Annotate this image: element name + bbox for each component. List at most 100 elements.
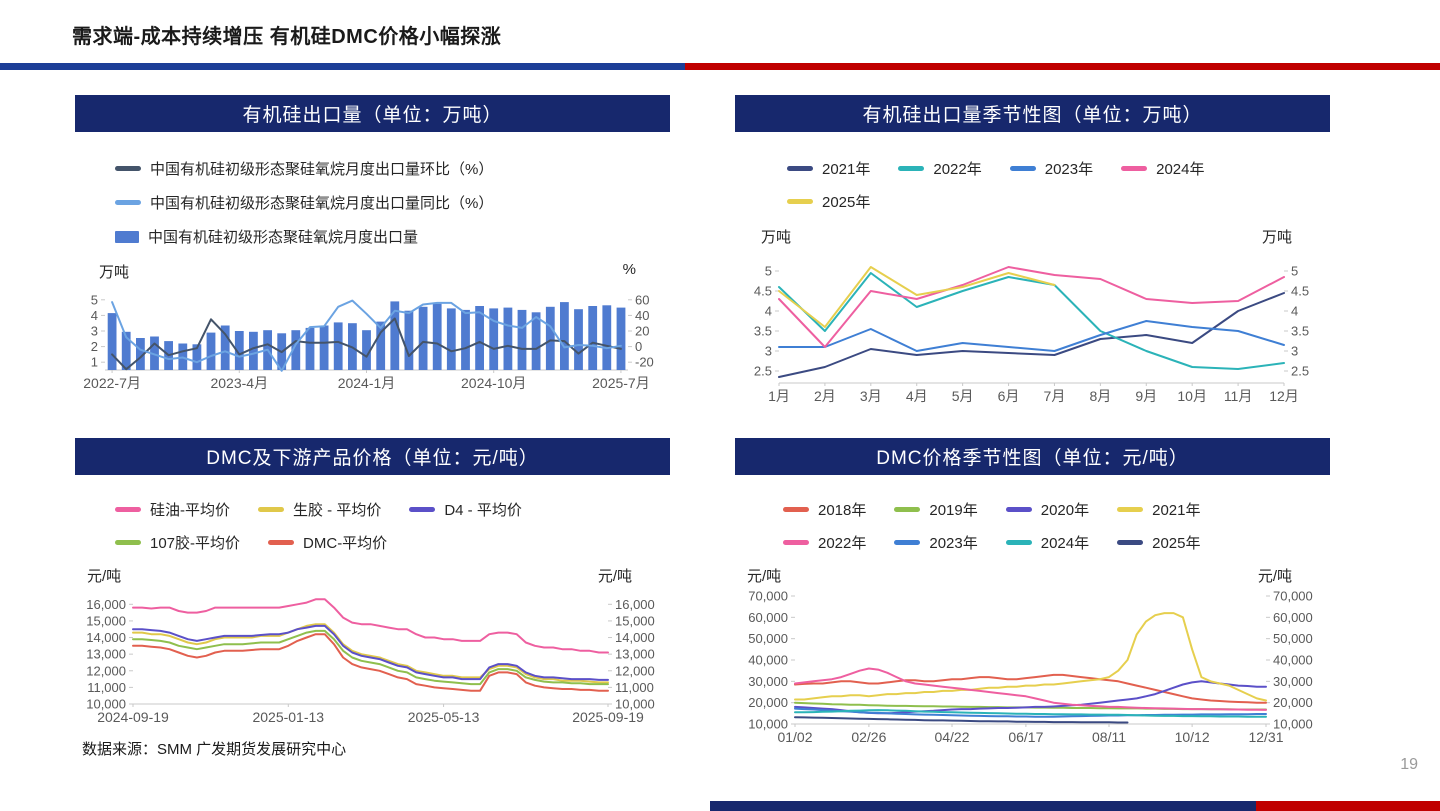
unit-label-left: 元/吨	[87, 568, 122, 585]
legend-label: 中国有机硅初级形态聚硅氧烷月度出口量	[148, 229, 419, 246]
svg-text:4: 4	[91, 308, 98, 323]
line-swatch	[1005, 507, 1032, 512]
unit-label-right: %	[622, 261, 636, 278]
line-swatch	[115, 507, 141, 512]
svg-text:2023-4月: 2023-4月	[210, 375, 268, 391]
legend-item: 中国有机硅初级形态聚硅氧烷月度出口量同比（%）	[115, 192, 670, 213]
svg-text:4.5: 4.5	[754, 284, 772, 299]
svg-text:2.5: 2.5	[1291, 364, 1309, 379]
svg-text:12月: 12月	[1269, 388, 1299, 404]
dmc-seasonality-chart: 10,000 20,000 30,000 40,000 50,000 60,000 70,0…	[748, 590, 1313, 745]
line-swatch	[894, 507, 921, 512]
legend-label: D4 - 平均价	[444, 502, 522, 519]
legend-item: 107胶-平均价	[115, 532, 240, 553]
panel-header: 有机硅出口量（单位：万吨）	[75, 95, 670, 132]
svg-text:13,000: 13,000	[615, 647, 655, 662]
unit-label-right: 元/吨	[1257, 568, 1292, 585]
svg-text:1月: 1月	[768, 388, 790, 404]
svg-text:4: 4	[1291, 304, 1298, 319]
svg-text:40,000: 40,000	[748, 653, 788, 668]
legend-item: 2022年	[783, 532, 866, 553]
panel-export-seasonality: 有机硅出口量季节性图（单位：万吨） 2021年 2022年 2023年 2024年 20…	[735, 95, 1330, 409]
title-divider-blue	[0, 63, 685, 70]
line-swatch	[115, 166, 141, 171]
unit-label-right: 元/吨	[597, 568, 632, 585]
page-number: 19	[1400, 756, 1418, 773]
panel-title: DMC及下游产品价格（单位：元/吨）	[206, 448, 539, 469]
legend-label: 2020年	[1040, 502, 1090, 519]
svg-text:2: 2	[91, 339, 98, 354]
legend-item: 2019年	[894, 499, 978, 520]
svg-text:2月: 2月	[814, 388, 836, 404]
line-swatch	[268, 540, 295, 545]
legend-item: 生胶 - 平均价	[258, 499, 381, 520]
legend-label: 2019年	[929, 502, 978, 519]
svg-text:3: 3	[91, 324, 98, 339]
legend-item: 2023年	[1009, 158, 1094, 179]
line-swatch	[1009, 166, 1036, 171]
svg-text:1: 1	[91, 355, 98, 370]
svg-text:15,000: 15,000	[615, 613, 655, 628]
line-swatch	[787, 166, 813, 171]
export-seasonality-chart: 2.5 3 3.5 4 4.5 5 2.5 3 3.5 4 4.5 5 1月 2月 3月 4月 5月 6月 7月 8月…	[754, 264, 1309, 405]
panel-header: DMC及下游产品价格（单位：元/吨）	[75, 438, 670, 475]
axis-units: 万吨 %	[99, 261, 636, 282]
panel-title: 有机硅出口量（单位：万吨）	[242, 105, 503, 126]
axis-units: 万吨 万吨	[761, 226, 1292, 247]
svg-text:2022-7月: 2022-7月	[83, 375, 141, 391]
svg-text:50,000: 50,000	[1273, 631, 1313, 646]
dmc-seasonality-legend: 2018年 2019年 2020年 2021年 2022年 2023年 2024年 2025年	[783, 499, 1303, 553]
legend-label: 2023年	[1044, 161, 1094, 178]
svg-text:2025-05-13: 2025-05-13	[408, 709, 480, 725]
svg-text:13,000: 13,000	[86, 647, 126, 662]
panel-title: DMC价格季节性图（单位：元/吨）	[876, 448, 1189, 469]
panel-dmc-prices: DMC及下游产品价格（单位：元/吨） 硅油-平均价 生胶 - 平均价 D4 - 平均…	[75, 438, 670, 728]
svg-text:15,000: 15,000	[86, 613, 126, 628]
svg-text:3.5: 3.5	[1291, 324, 1309, 339]
legend-label: 2021年	[1152, 502, 1201, 519]
legend-label: 2018年	[818, 502, 867, 519]
legend-label: 2022年	[933, 161, 982, 178]
svg-text:10/12: 10/12	[1175, 729, 1210, 745]
svg-text:3.5: 3.5	[754, 324, 772, 339]
unit-label-left: 万吨	[99, 264, 130, 281]
line-swatch	[783, 507, 809, 512]
legend-label: 2022年	[818, 535, 867, 552]
bottom-bar-blue	[710, 801, 1256, 811]
unit-label-right: 万吨	[1261, 229, 1292, 246]
svg-text:01/02: 01/02	[777, 729, 812, 745]
legend-label: 硅油-平均价	[150, 502, 230, 519]
slide-title: 需求端-成本持续增压 有机硅DMC价格小幅探涨	[72, 26, 502, 48]
source-note: 数据来源：SMM 广发期货发展研究中心	[82, 741, 347, 758]
svg-text:6月: 6月	[998, 388, 1020, 404]
svg-text:12/31: 12/31	[1248, 729, 1283, 745]
line-swatch	[787, 199, 813, 204]
legend-label: 中国有机硅初级形态聚硅氧烷月度出口量环比（%）	[150, 161, 494, 178]
legend-item: 2021年	[1117, 499, 1201, 520]
legend-item: 2021年	[787, 158, 870, 179]
svg-text:10月: 10月	[1177, 388, 1207, 404]
svg-text:40: 40	[635, 308, 649, 323]
svg-text:60: 60	[635, 292, 649, 307]
svg-text:2025-09-19: 2025-09-19	[572, 709, 644, 725]
legend-item: 2025年	[1117, 532, 1201, 553]
bar-swatch	[115, 230, 139, 243]
line-swatch	[783, 540, 809, 545]
svg-text:16,000: 16,000	[615, 597, 655, 612]
svg-text:40,000: 40,000	[1273, 653, 1313, 668]
legend-label: 2023年	[929, 535, 978, 552]
svg-text:20,000: 20,000	[748, 695, 788, 710]
panel-export-volume: 有机硅出口量（单位：万吨） 中国有机硅初级形态聚硅氧烷月度出口量环比（%） 中国有…	[75, 95, 670, 394]
svg-text:14,000: 14,000	[615, 630, 655, 645]
svg-text:4月: 4月	[906, 388, 928, 404]
svg-text:11月: 11月	[1224, 388, 1253, 404]
svg-text:2024-1月: 2024-1月	[338, 375, 396, 391]
legend-item: 2025年	[787, 191, 870, 212]
legend-label: 2024年	[1040, 535, 1090, 552]
export-seasonality-legend: 2021年 2022年 2023年 2024年 2025年	[787, 158, 1307, 212]
svg-text:14,000: 14,000	[86, 630, 126, 645]
legend-item: DMC-平均价	[268, 532, 387, 553]
svg-text:7月: 7月	[1044, 388, 1066, 404]
bottom-bar-red	[1256, 801, 1440, 811]
